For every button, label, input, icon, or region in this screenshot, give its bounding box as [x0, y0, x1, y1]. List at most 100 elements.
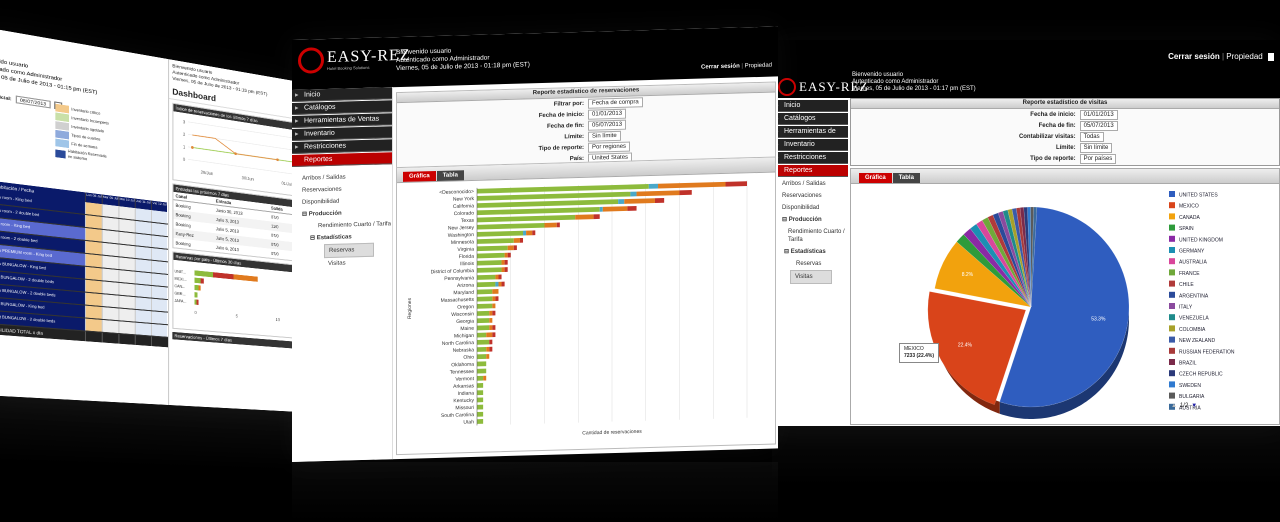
- right-filter-fecha-de-inicio[interactable]: 01/01/2013: [1080, 110, 1118, 120]
- right-menu-inventario[interactable]: Inventario: [772, 139, 848, 151]
- availability-cell[interactable]: [135, 208, 151, 222]
- right-submenu-disponibilidad[interactable]: Disponibilidad: [772, 202, 848, 214]
- legend-label[interactable]: SPAIN: [1179, 226, 1194, 232]
- right-menu-inicio[interactable]: Inicio: [772, 100, 848, 112]
- availability-cell[interactable]: [102, 230, 119, 244]
- legend-label[interactable]: MEXICO: [1179, 204, 1199, 210]
- legend-label[interactable]: COLOMBIA: [1179, 327, 1206, 333]
- availability-cell[interactable]: [135, 297, 151, 310]
- right-rendimiento-link[interactable]: Rendimiento Cuarto / Tarifa: [772, 226, 848, 246]
- availability-cell[interactable]: [102, 307, 119, 320]
- availability-cell[interactable]: [85, 280, 102, 293]
- availability-cell[interactable]: [151, 311, 167, 324]
- availability-cell[interactable]: [151, 324, 167, 337]
- availability-cell[interactable]: [102, 256, 119, 269]
- availability-cell[interactable]: [118, 232, 134, 245]
- legend-label[interactable]: BRAZIL: [1179, 361, 1197, 367]
- availability-cell[interactable]: [151, 248, 167, 261]
- center-filter-limite[interactable]: Sin límite: [588, 131, 621, 142]
- legend-label[interactable]: RUSSIAN FEDERATION: [1179, 349, 1235, 355]
- availability-cell[interactable]: [85, 215, 102, 229]
- legend-label[interactable]: CANADA: [1179, 215, 1201, 221]
- legend-label[interactable]: VENEZUELA: [1179, 316, 1209, 322]
- availability-cell[interactable]: [151, 223, 167, 236]
- right-reservas-link[interactable]: Reservas: [772, 258, 848, 270]
- fecha-inicial-input[interactable]: 08/07/2013: [15, 95, 51, 108]
- center-filter-filtrar-por[interactable]: Fecha de compra: [588, 97, 643, 109]
- center-filter-fecha-de-inicio[interactable]: 01/01/2013: [588, 109, 626, 120]
- availability-cell[interactable]: [85, 319, 102, 332]
- availability-cell[interactable]: [102, 281, 119, 294]
- center-visitas-link[interactable]: Visitas: [292, 256, 392, 271]
- right-submenu-arribos-salidas[interactable]: Arribos / Salidas: [772, 178, 848, 190]
- availability-cell[interactable]: [135, 246, 151, 259]
- availability-cell[interactable]: [135, 221, 151, 234]
- availability-cell[interactable]: [118, 219, 134, 233]
- availability-cell[interactable]: [102, 217, 119, 231]
- availability-cell[interactable]: [118, 283, 134, 296]
- availability-cell[interactable]: [118, 321, 134, 334]
- legend-label[interactable]: CZECH REPUBLIC: [1179, 372, 1223, 378]
- availability-cell[interactable]: [135, 272, 151, 285]
- availability-cell[interactable]: [135, 259, 151, 272]
- availability-cell[interactable]: [85, 228, 102, 242]
- legend-label[interactable]: GERMANY: [1179, 249, 1205, 255]
- availability-cell[interactable]: [118, 270, 134, 283]
- availability-cell[interactable]: [135, 310, 151, 323]
- availability-cell[interactable]: [118, 206, 134, 220]
- availability-cell[interactable]: [135, 234, 151, 247]
- availability-cell[interactable]: [118, 257, 134, 270]
- availability-cell[interactable]: [118, 308, 134, 321]
- legend-label[interactable]: ITALY: [1179, 305, 1193, 311]
- availability-cell[interactable]: [151, 261, 167, 274]
- right-logout-link[interactable]: Cerrar sesión: [1168, 52, 1220, 61]
- availability-cell[interactable]: [151, 210, 167, 223]
- center-property-link[interactable]: Propiedad: [745, 63, 772, 70]
- legend-label[interactable]: ARGENTINA: [1179, 293, 1209, 299]
- legend-next-icon[interactable]: ▼: [1191, 403, 1197, 409]
- center-menu-reportes[interactable]: Reportes: [292, 152, 392, 167]
- center-logout-link[interactable]: Cerrar sesión: [701, 63, 740, 70]
- availability-cell[interactable]: [102, 320, 119, 333]
- center-reservas-link[interactable]: Reservas: [324, 243, 374, 258]
- right-menu-restricciones[interactable]: Restricciones: [772, 152, 848, 164]
- legend-label[interactable]: FRANCE: [1179, 271, 1200, 277]
- right-property-link[interactable]: Propiedad: [1226, 52, 1262, 61]
- availability-cell[interactable]: [102, 204, 119, 218]
- availability-cell[interactable]: [102, 268, 119, 281]
- availability-cell[interactable]: [102, 243, 119, 257]
- right-filter-limite[interactable]: Sin límite: [1080, 143, 1113, 153]
- legend-label[interactable]: SWEDEN: [1179, 383, 1201, 389]
- availability-cell[interactable]: [151, 286, 167, 299]
- legend-label[interactable]: UNITED STATES: [1179, 193, 1218, 199]
- right-menu-herramientas-de-ventas[interactable]: Herramientas de Ventas: [772, 126, 848, 138]
- center-filter-fecha-de-fin[interactable]: 05/07/2013: [588, 120, 626, 131]
- right-menu-catalogos[interactable]: Catálogos: [772, 113, 848, 125]
- center-filter-tipo-de-reporte[interactable]: Por regiones: [588, 142, 630, 153]
- availability-cell[interactable]: [151, 299, 167, 312]
- availability-cell[interactable]: [85, 202, 102, 216]
- legend-label[interactable]: AUSTRALIA: [1179, 260, 1207, 266]
- legend-prev-icon[interactable]: ▲: [1171, 403, 1177, 409]
- availability-cell[interactable]: [85, 267, 102, 280]
- right-produccion[interactable]: ⊟ Producción: [772, 214, 848, 226]
- availability-cell[interactable]: [118, 244, 134, 257]
- availability-cell[interactable]: [151, 273, 167, 286]
- right-filter-tipo-de-reporte[interactable]: Por países: [1080, 154, 1117, 164]
- availability-cell[interactable]: [85, 306, 102, 319]
- legend-label[interactable]: UNITED KINGDOM: [1179, 237, 1223, 243]
- availability-cell[interactable]: [102, 294, 119, 307]
- right-submenu-reservaciones[interactable]: Reservaciones: [772, 190, 848, 202]
- right-tab-tabla[interactable]: Tabla: [893, 173, 920, 183]
- availability-cell[interactable]: [85, 241, 102, 255]
- right-filter-fecha-de-fin[interactable]: 05/07/2013: [1080, 121, 1118, 131]
- right-filter-contabilizar-visitas[interactable]: Todas: [1080, 132, 1104, 142]
- right-estadisticas[interactable]: ⊟ Estadísticas: [772, 246, 848, 258]
- availability-cell[interactable]: [135, 323, 151, 336]
- right-menu-reportes[interactable]: Reportes: [772, 165, 848, 177]
- legend-label[interactable]: CHILE: [1179, 282, 1194, 288]
- right-visitas-link[interactable]: Visitas: [790, 270, 832, 284]
- availability-cell[interactable]: [118, 296, 134, 309]
- availability-cell[interactable]: [85, 254, 102, 268]
- legend-label[interactable]: NEW ZEALAND: [1179, 338, 1216, 344]
